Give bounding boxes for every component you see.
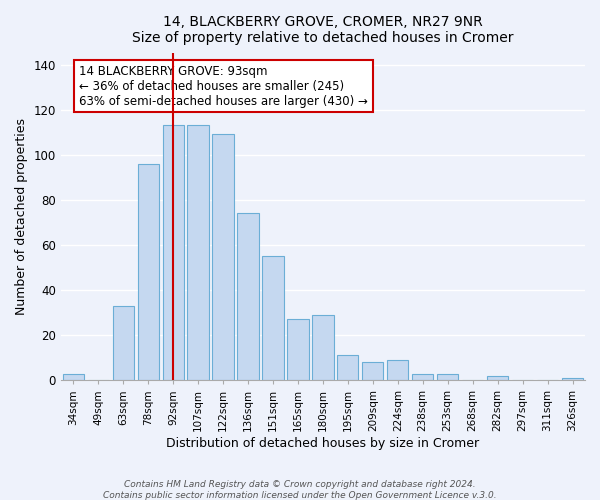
Bar — [62, 374, 84, 380]
Bar — [187, 126, 209, 380]
Bar — [238, 214, 259, 380]
Bar — [562, 378, 583, 380]
Bar — [113, 306, 134, 380]
Text: Contains HM Land Registry data © Crown copyright and database right 2024.
Contai: Contains HM Land Registry data © Crown c… — [103, 480, 497, 500]
Bar — [163, 126, 184, 380]
Bar — [337, 356, 358, 380]
Y-axis label: Number of detached properties: Number of detached properties — [15, 118, 28, 316]
X-axis label: Distribution of detached houses by size in Cromer: Distribution of detached houses by size … — [166, 437, 479, 450]
Title: 14, BLACKBERRY GROVE, CROMER, NR27 9NR
Size of property relative to detached hou: 14, BLACKBERRY GROVE, CROMER, NR27 9NR S… — [132, 15, 514, 45]
Bar — [137, 164, 159, 380]
Bar — [487, 376, 508, 380]
Bar — [362, 362, 383, 380]
Bar — [437, 374, 458, 380]
Bar — [387, 360, 409, 380]
Bar — [262, 256, 284, 380]
Bar — [412, 374, 433, 380]
Bar — [287, 320, 308, 380]
Bar — [312, 315, 334, 380]
Text: 14 BLACKBERRY GROVE: 93sqm
← 36% of detached houses are smaller (245)
63% of sem: 14 BLACKBERRY GROVE: 93sqm ← 36% of deta… — [79, 65, 368, 108]
Bar — [212, 134, 233, 380]
